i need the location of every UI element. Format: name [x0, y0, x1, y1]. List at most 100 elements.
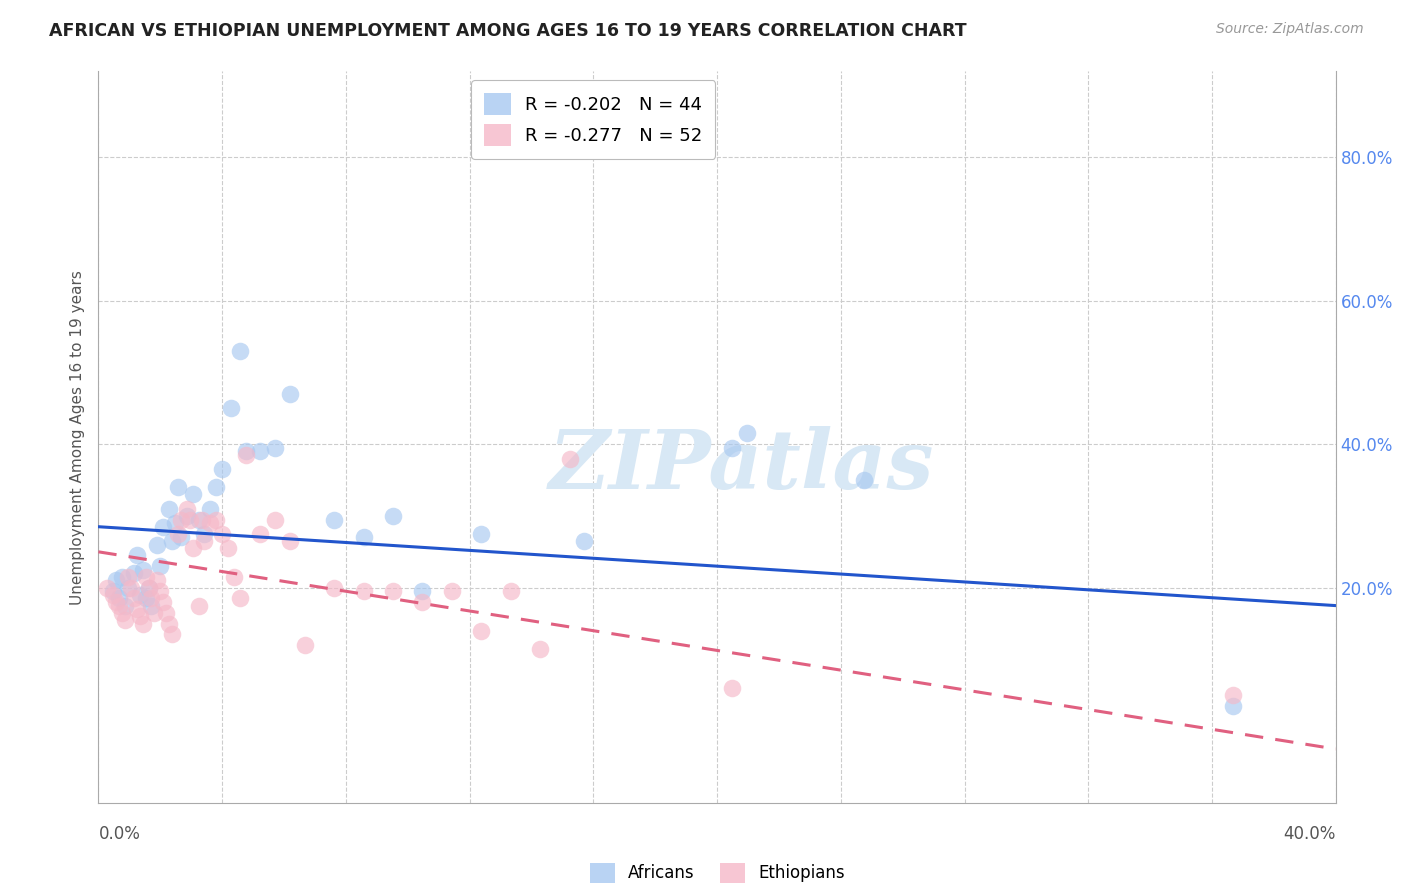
Point — [187, 512, 209, 526]
Point — [111, 570, 134, 584]
Point — [229, 591, 252, 606]
Point — [249, 444, 271, 458]
Point — [190, 512, 212, 526]
Point — [200, 516, 222, 530]
Point — [264, 512, 287, 526]
Point — [157, 501, 180, 516]
Point — [853, 473, 876, 487]
Point — [411, 595, 433, 609]
Point — [131, 563, 153, 577]
Point — [131, 616, 153, 631]
Text: AFRICAN VS ETHIOPIAN UNEMPLOYMENT AMONG AGES 16 TO 19 YEARS CORRELATION CHART: AFRICAN VS ETHIOPIAN UNEMPLOYMENT AMONG … — [49, 22, 967, 40]
Point — [529, 641, 551, 656]
Point — [101, 584, 124, 599]
Point — [160, 534, 183, 549]
Point — [155, 606, 177, 620]
Point — [125, 602, 148, 616]
Point — [167, 527, 190, 541]
Point — [229, 344, 252, 359]
Point — [117, 581, 139, 595]
Point — [114, 599, 136, 613]
Point — [176, 508, 198, 523]
Text: 40.0%: 40.0% — [1284, 825, 1336, 843]
Point — [323, 512, 346, 526]
Point — [122, 566, 145, 581]
Text: ZIPatlas: ZIPatlas — [550, 426, 935, 507]
Point — [278, 534, 301, 549]
Point — [382, 584, 405, 599]
Point — [122, 591, 145, 606]
Point — [128, 609, 150, 624]
Point — [146, 538, 169, 552]
Point — [117, 570, 139, 584]
Point — [217, 541, 239, 556]
Point — [720, 441, 742, 455]
Point — [160, 627, 183, 641]
Point — [323, 581, 346, 595]
Point — [235, 448, 257, 462]
Point — [735, 426, 758, 441]
Point — [96, 581, 118, 595]
Point — [125, 549, 148, 563]
Point — [200, 501, 222, 516]
Point — [193, 527, 215, 541]
Point — [135, 591, 157, 606]
Point — [249, 527, 271, 541]
Point — [111, 606, 134, 620]
Point — [193, 534, 215, 549]
Point — [219, 401, 242, 416]
Point — [108, 599, 131, 613]
Point — [146, 574, 169, 588]
Point — [470, 527, 492, 541]
Point — [211, 462, 233, 476]
Point — [294, 638, 316, 652]
Text: Source: ZipAtlas.com: Source: ZipAtlas.com — [1216, 22, 1364, 37]
Point — [558, 451, 581, 466]
Point — [141, 591, 163, 606]
Point — [120, 581, 142, 595]
Point — [411, 584, 433, 599]
Point — [470, 624, 492, 638]
Point — [170, 512, 193, 526]
Point — [135, 570, 157, 584]
Point — [353, 584, 375, 599]
Point — [128, 588, 150, 602]
Point — [157, 616, 180, 631]
Point — [149, 559, 172, 574]
Point — [720, 681, 742, 695]
Point — [167, 480, 190, 494]
Point — [235, 444, 257, 458]
Point — [163, 516, 186, 530]
Point — [205, 480, 228, 494]
Point — [143, 606, 166, 620]
Point — [574, 534, 596, 549]
Point — [278, 387, 301, 401]
Point — [440, 584, 463, 599]
Point — [353, 531, 375, 545]
Point — [211, 527, 233, 541]
Point — [105, 574, 128, 588]
Point — [101, 588, 124, 602]
Point — [181, 541, 204, 556]
Point — [138, 581, 160, 595]
Point — [105, 595, 128, 609]
Point — [152, 519, 174, 533]
Point — [1222, 688, 1244, 702]
Text: 0.0%: 0.0% — [98, 825, 141, 843]
Point — [187, 599, 209, 613]
Legend: Africans, Ethiopians: Africans, Ethiopians — [583, 856, 851, 889]
Point — [499, 584, 522, 599]
Point — [170, 531, 193, 545]
Point — [181, 487, 204, 501]
Point — [205, 512, 228, 526]
Point — [382, 508, 405, 523]
Point — [114, 613, 136, 627]
Point — [179, 512, 201, 526]
Point — [264, 441, 287, 455]
Point — [138, 581, 160, 595]
Point — [176, 501, 198, 516]
Point — [222, 570, 245, 584]
Y-axis label: Unemployment Among Ages 16 to 19 years: Unemployment Among Ages 16 to 19 years — [69, 269, 84, 605]
Point — [152, 595, 174, 609]
Point — [108, 591, 131, 606]
